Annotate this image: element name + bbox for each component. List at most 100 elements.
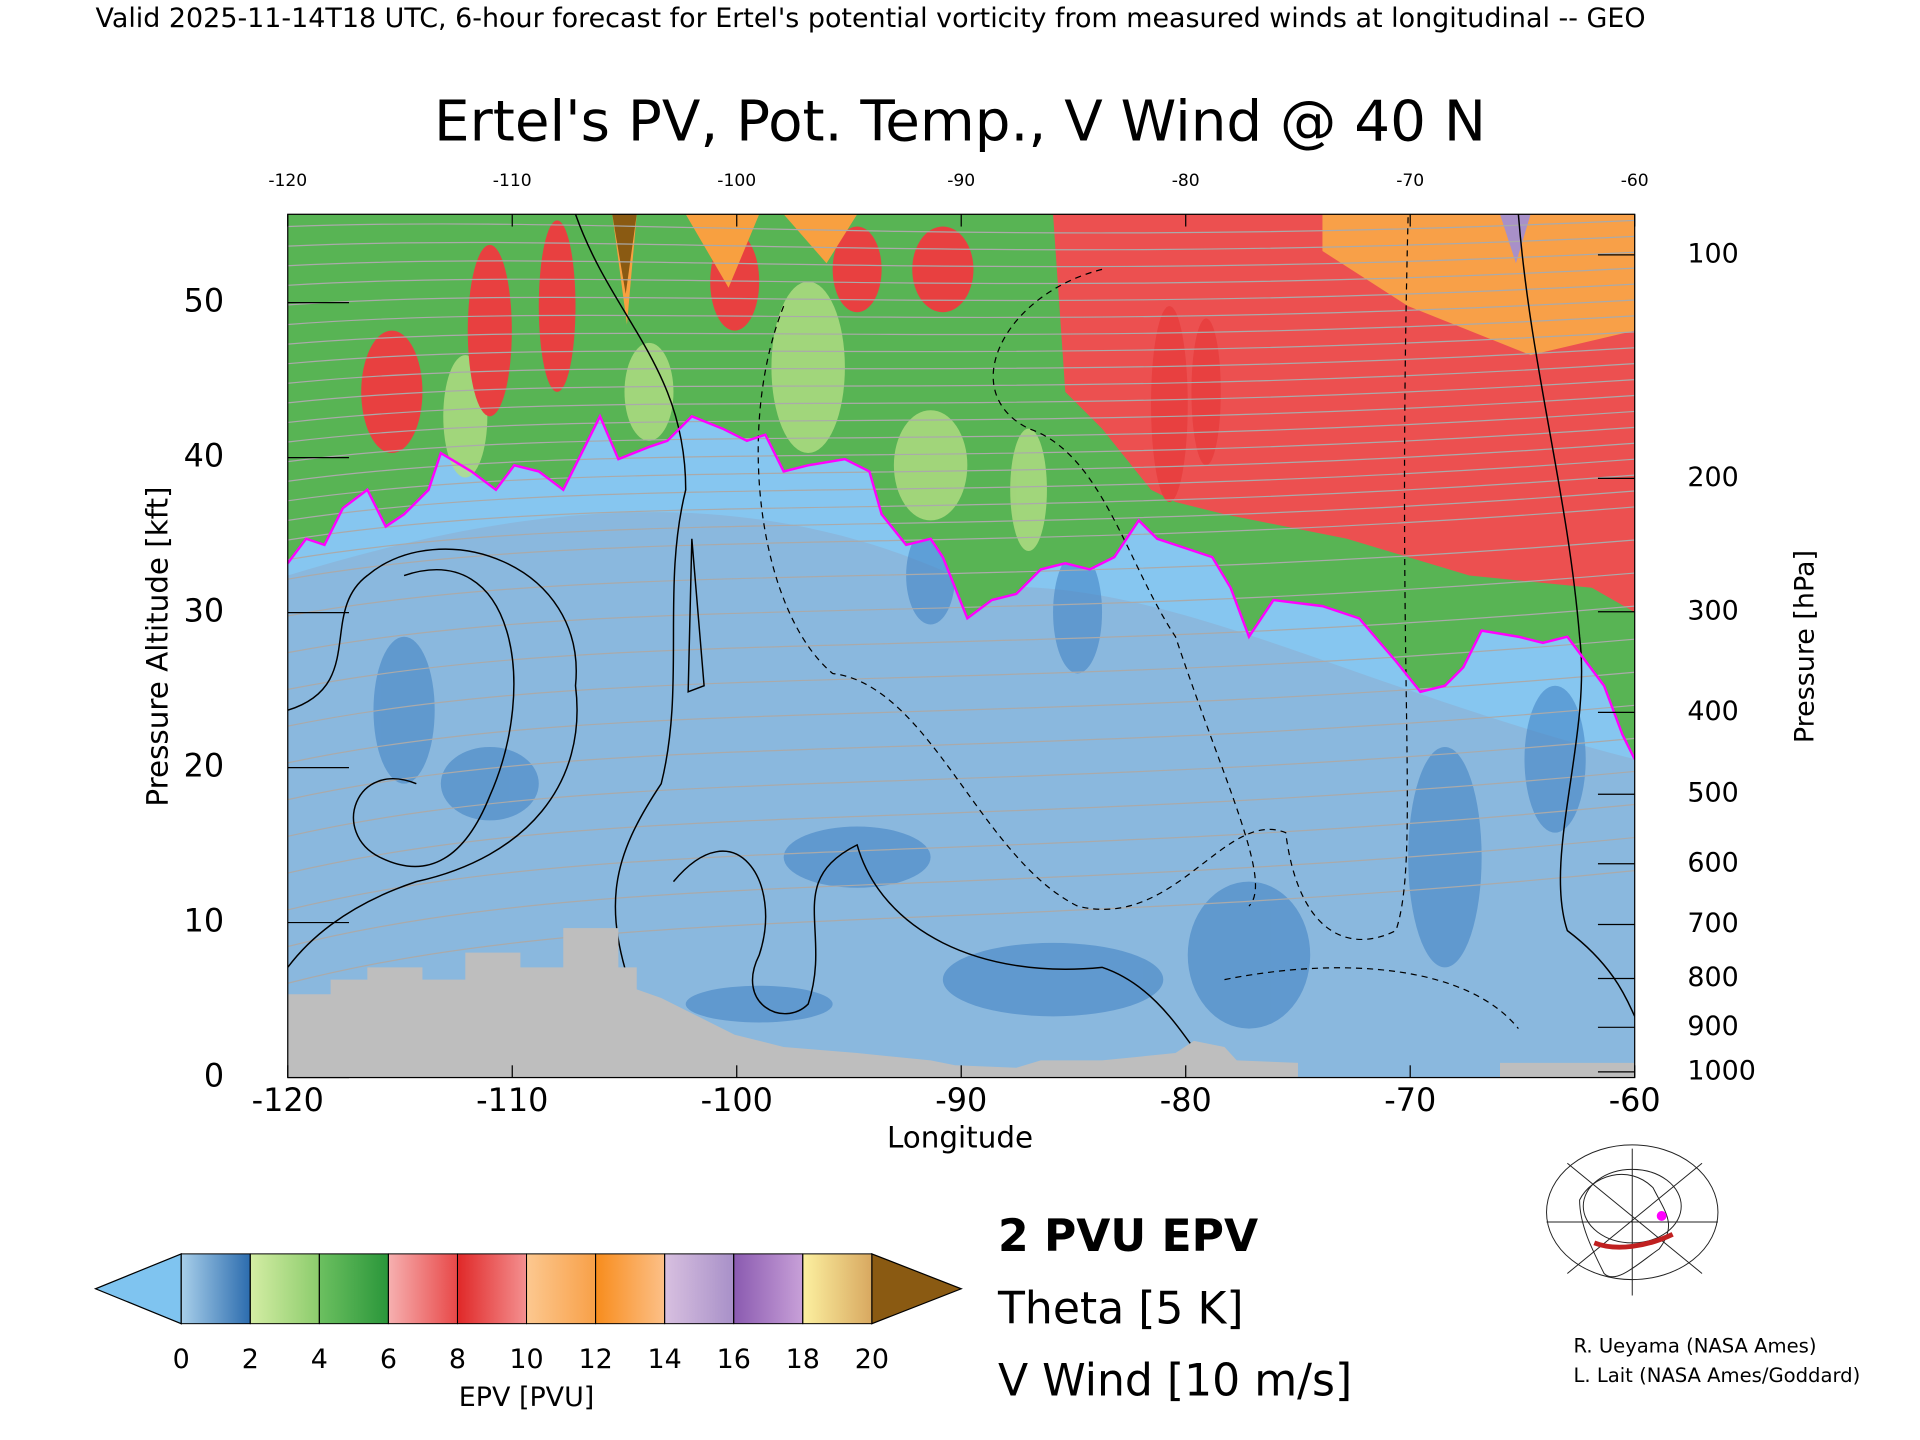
theta-line [287,442,1635,502]
x2-tick-label: -110 [493,171,532,191]
theta-line [287,219,1635,234]
colorbar-tick-label: 16 [717,1344,751,1375]
y-tick-label: 40 [184,437,225,475]
credit: R. Ueyama (NASA Ames) [1573,1334,1816,1357]
theta-line [287,315,1635,345]
colorbar-band [387,1253,458,1325]
x2-tick-label: -120 [268,171,307,191]
y-tick-label: 10 [184,902,225,940]
y2-tick-label: 400 [1687,696,1738,727]
theta-line [287,474,1635,541]
colorbar-band [802,1253,873,1325]
wind-contours-negative [757,214,1519,1029]
map-inset [1534,1144,1731,1296]
legend-entry: V Wind [10 m/s] [998,1356,1352,1407]
theta-line [287,737,1635,837]
field [287,214,1635,1078]
theta-line [287,770,1635,874]
y2-tick-label: 900 [1687,1011,1738,1042]
colorbar-tick-label: 8 [449,1344,466,1375]
field-red-blobs [361,220,1221,503]
colorbar-tick-label: 10 [509,1344,543,1375]
colorbar-tick-label: 14 [648,1344,682,1375]
colorbar-label: EPV [PVU] [459,1382,595,1413]
theta-line [287,572,1635,654]
x-tick-label: -110 [476,1081,548,1119]
x-tick-label: -120 [252,1081,324,1119]
y-tick-label: 30 [184,592,225,630]
y2-tick-label: 500 [1687,778,1738,809]
colorbar-band [526,1253,597,1325]
colorbar: 0 2 4 6 8 10 12 14 16 18 20 [93,1252,963,1375]
colorbar-tick-label: 2 [242,1344,259,1375]
y2-tick-label: 1000 [1687,1055,1756,1086]
x-tick-label: -60 [1609,1081,1661,1119]
x2-tick-label: -90 [947,171,975,191]
map-section-line [1593,1232,1674,1250]
y2-tick-label: 200 [1687,462,1738,493]
theta-line [287,378,1635,424]
terrain [287,928,1298,1078]
field-dark-blobs [373,526,1586,1029]
x-tick-label: -70 [1384,1081,1436,1119]
colorbar-tick-label: 18 [786,1344,820,1375]
colorbar-tick-label: 0 [173,1344,190,1375]
chart-title: Ertel's PV, Pot. Temp., V Wind @ 40 N [434,90,1486,155]
theta-line [287,267,1635,286]
colorbar-tick-label: 6 [380,1344,397,1375]
theta-line [287,331,1635,365]
terrain [1500,1062,1635,1078]
colorbar-band [249,1253,320,1325]
theta-line [287,299,1635,326]
credit: L. Lait (NASA Ames/Goddard) [1573,1364,1860,1387]
x2-tick-label: -70 [1396,171,1424,191]
theta-line [287,704,1635,801]
theta-line [287,836,1635,948]
theta-line [287,410,1635,463]
x-tick-label: -90 [935,1081,987,1119]
theta-line [287,458,1635,522]
y2-tick-label: 700 [1687,908,1738,939]
colorbar-over [871,1252,963,1325]
legend-entry: Theta [5 K] [997,1283,1244,1334]
y2-tick-label: 100 [1687,238,1738,269]
y-tick-label: 0 [204,1057,224,1095]
theta-line [287,671,1635,764]
theta-line [287,870,1635,984]
colorbar-tick-label: 20 [855,1344,889,1375]
colorbar-tick-label: 12 [578,1344,612,1375]
field-brown [612,214,637,294]
x2-tick-label: -100 [717,171,756,191]
theta-line [287,638,1635,727]
y-tick-label: 50 [184,282,225,320]
theta-line [287,605,1635,690]
theta-line [287,251,1635,268]
colorbar-band [595,1253,666,1325]
pv-2-contour [287,413,1635,760]
field-purple [1500,214,1531,264]
y2-axis-label: Pressure [hPa] [1790,550,1821,743]
theta-line [287,363,1635,404]
y-tick-label: 20 [184,747,225,785]
wind-contours [287,214,1635,1078]
x2-tick-label: -80 [1172,171,1200,191]
y2-tick-label: 600 [1687,847,1738,878]
colorbar-band [318,1253,389,1325]
x-axis-label: Longitude [887,1120,1033,1154]
theta-line [287,235,1635,251]
x2-tick-label: -60 [1621,171,1649,191]
colorbar-band [180,1253,251,1325]
theta-line [287,347,1635,384]
legend-entry: 2 PVU EPV [998,1211,1258,1262]
colorbar-tick-label: 4 [311,1344,328,1375]
colorbar-band [456,1253,528,1325]
x-tick-label: -100 [701,1081,773,1119]
y-axis-label: Pressure Altitude [kft] [141,486,175,806]
theta-contours [287,219,1635,984]
y2-tick-label: 300 [1687,595,1738,626]
colorbar-under [93,1252,182,1325]
header: Valid 2025-11-14T18 UTC, 6-hour forecast… [96,3,1646,34]
theta-line [287,506,1635,580]
